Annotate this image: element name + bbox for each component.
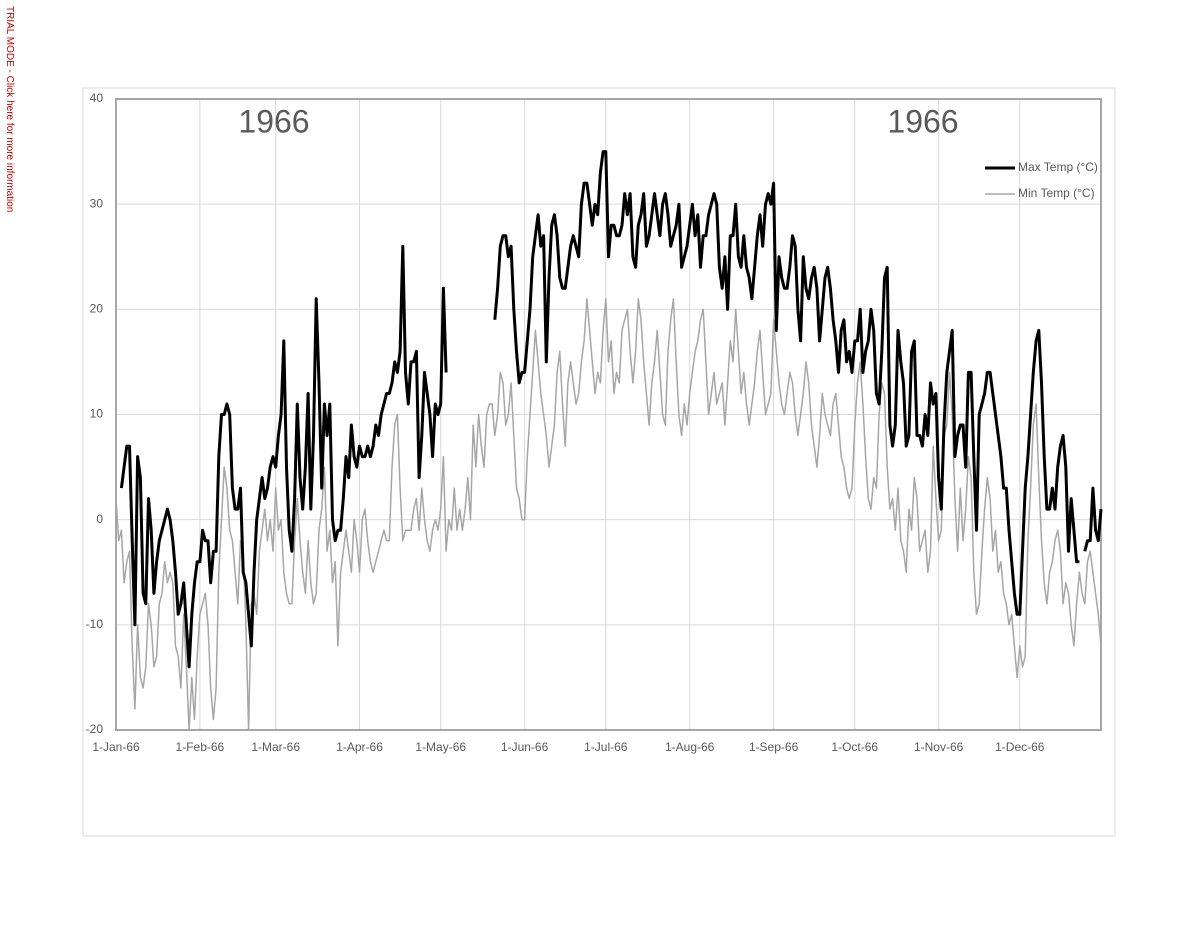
x-tick-label: 1-Mar-66 [251,740,300,754]
y-tick-label: 20 [90,302,104,316]
trial-banner[interactable]: TRIAL MODE - Click here for more informa… [4,6,15,213]
x-tick-label: 1-Sep-66 [749,740,799,754]
x-tick-label: 1-Jun-66 [501,740,549,754]
x-tick-label: 1-Oct-66 [831,740,878,754]
plot-border [115,98,1102,731]
line-series [493,150,1080,616]
x-tick-label: 1-Jan-66 [92,740,140,754]
x-tick-label: 1-Apr-66 [336,740,383,754]
y-tick-label: -10 [86,617,104,631]
y-tick-label: -20 [86,722,104,736]
x-tick-label: 1-Feb-66 [176,740,225,754]
legend-label: Max Temp (°C) [1018,160,1098,174]
annotation: 1966 [887,103,958,139]
x-tick-label: 1-Dec-66 [995,740,1045,754]
legend-label: Min Temp (°C) [1018,186,1095,200]
y-tick-label: 10 [90,407,104,421]
annotation: 1966 [238,103,309,139]
line-series [1083,486,1103,552]
y-tick-label: 40 [90,91,104,105]
x-tick-label: 1-May-66 [415,740,466,754]
y-tick-label: 0 [96,512,103,526]
line-series [119,244,448,669]
x-tick-label: 1-Aug-66 [665,740,715,754]
x-tick-label: 1-Jul-66 [584,740,628,754]
x-tick-label: 1-Nov-66 [914,740,964,754]
y-tick-label: 30 [90,196,104,210]
line-series [115,298,1102,731]
